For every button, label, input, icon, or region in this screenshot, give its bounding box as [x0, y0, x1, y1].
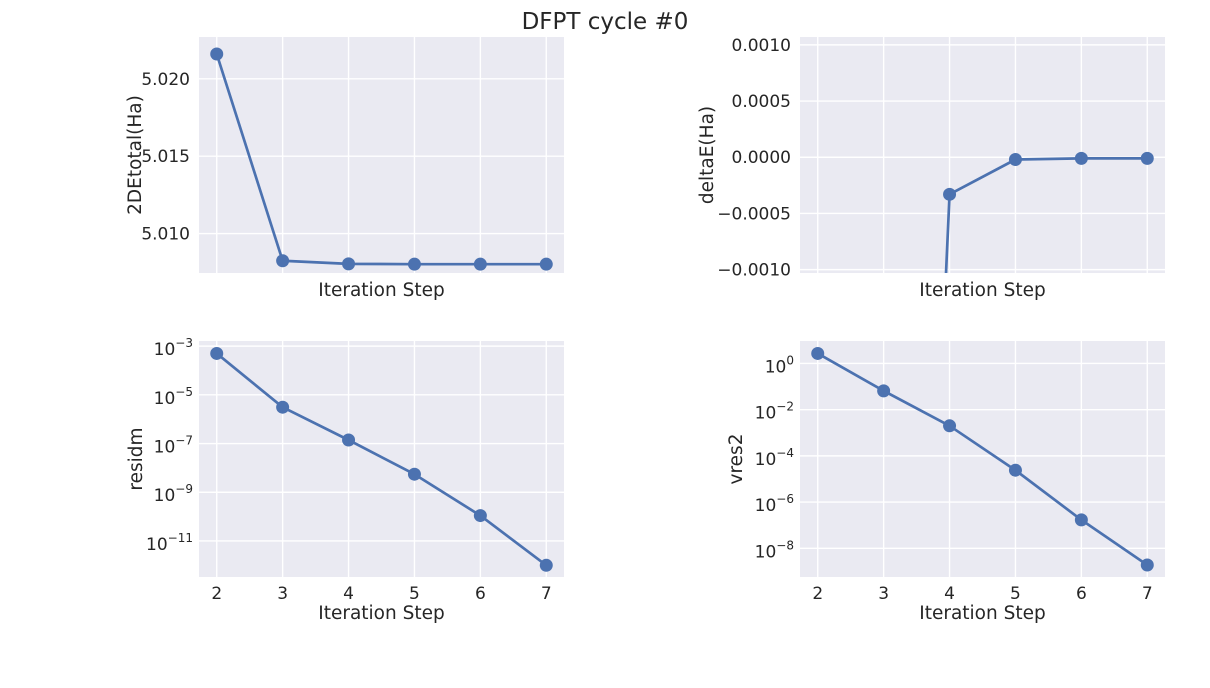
data-point	[407, 467, 421, 481]
data-point	[539, 257, 553, 271]
y-tick-label: 0.0000	[732, 148, 791, 168]
axes-background	[199, 341, 564, 577]
x-tick-label: 7	[541, 584, 552, 604]
x-tick-label: 2	[211, 584, 222, 604]
x-tick-label: 4	[944, 584, 955, 604]
data-point	[276, 400, 290, 414]
plot-area	[210, 346, 553, 572]
y-tick-label: 10−7	[154, 434, 193, 458]
x-tick-label: 6	[475, 584, 486, 604]
axes-background	[800, 37, 1165, 273]
data-point	[1008, 463, 1022, 477]
data-point	[210, 47, 224, 61]
data-point	[342, 257, 356, 271]
data-point	[210, 346, 224, 360]
subplot-deltae: −0.0010 −0.0005 0.0000 0.0005 0.0010 Iteratio…	[605, 0, 1210, 334]
chart-svg-vres2: 100 10−2 10−4 10−6 10−8 2 3 4 5 6 7 Iteration Step v…	[726, 341, 1165, 624]
y-tick-label: −0.0005	[717, 204, 791, 224]
data-series-line	[215, 52, 548, 266]
data-point	[473, 509, 487, 523]
data-point	[943, 419, 957, 433]
subplot-residm: 10−3 10−5 10−7 10−9 10−11 2 3 4 5 6 7 Iteration Ste…	[0, 330, 605, 688]
chart-svg-residm: 10−3 10−5 10−7 10−9 10−11 2 3 4 5 6 7 Iteration Ste…	[126, 336, 564, 624]
x-axis-label: Iteration Step	[919, 280, 1045, 301]
data-point	[811, 346, 825, 360]
y-tick-label: 0.0005	[732, 92, 791, 112]
axes-background	[800, 341, 1165, 577]
axes-background	[199, 37, 564, 273]
x-axis-label: Iteration Step	[919, 603, 1045, 624]
data-point	[1140, 151, 1154, 165]
subplot-2detotal: 5.010 5.015 5.020 Iteration Step 2DEtotal(Ha…	[0, 0, 605, 334]
y-axis-label: 2DEtotal(Ha)	[125, 95, 146, 215]
x-axis-label: Iteration Step	[318, 603, 444, 624]
data-point	[473, 257, 487, 271]
x-tick-label: 4	[343, 584, 354, 604]
y-tick-label: 10−3	[154, 336, 193, 360]
chart-svg-deltaE: −0.0010 −0.0005 0.0000 0.0005 0.0010 Iteratio…	[697, 36, 1165, 301]
y-tick-label: 5.020	[141, 70, 190, 90]
data-series-line	[816, 352, 1149, 567]
y-tick-label: 10−11	[146, 531, 193, 555]
x-tick-label: 3	[878, 584, 889, 604]
x-tick-label: 6	[1076, 584, 1087, 604]
data-point	[877, 384, 891, 398]
figure-title: DFPT cycle #0	[521, 9, 689, 35]
y-tick-label: 100	[765, 353, 794, 377]
data-point	[1074, 151, 1088, 165]
y-axis-label: vres2	[726, 434, 747, 485]
y-axis-label: residm	[126, 427, 147, 490]
y-tick-label: 10−9	[154, 482, 193, 506]
y-tick-label: 10−4	[755, 446, 794, 470]
y-tick-label: 5.010	[141, 225, 190, 245]
y-axis-label: deltaE(Ha)	[697, 106, 718, 204]
data-point	[342, 433, 356, 447]
y-tick-label: 10−5	[154, 385, 193, 409]
x-axis-label: Iteration Step	[318, 280, 444, 301]
x-tick-label: 2	[812, 584, 823, 604]
data-series-line	[215, 352, 548, 567]
chart-svg-2DEtotal: 5.010 5.015 5.020 Iteration Step 2DEtotal(Ha…	[125, 37, 564, 301]
y-tick-label: 10−8	[755, 538, 794, 562]
data-point	[539, 558, 553, 572]
y-tick-label: 5.015	[141, 147, 190, 167]
y-tick-label: 0.0010	[732, 36, 791, 56]
plot-area	[210, 47, 553, 271]
y-tick-label: 10−6	[755, 492, 794, 516]
data-point	[943, 187, 957, 201]
data-point	[1074, 513, 1088, 527]
x-tick-label: 5	[409, 584, 420, 604]
x-tick-label: 7	[1142, 584, 1153, 604]
data-point	[276, 254, 290, 268]
y-tick-label: −0.0010	[717, 261, 791, 281]
plot-area	[943, 151, 1154, 273]
plot-area	[811, 346, 1154, 572]
data-point	[1140, 558, 1154, 572]
data-point	[1008, 153, 1022, 166]
y-tick-label: 10−2	[755, 400, 794, 424]
x-tick-label: 3	[277, 584, 288, 604]
subplot-vres2: 100 10−2 10−4 10−6 10−8 2 3 4 5 6 7 Iteration Step v…	[605, 330, 1210, 688]
x-tick-label: 5	[1010, 584, 1021, 604]
data-point	[407, 257, 421, 271]
